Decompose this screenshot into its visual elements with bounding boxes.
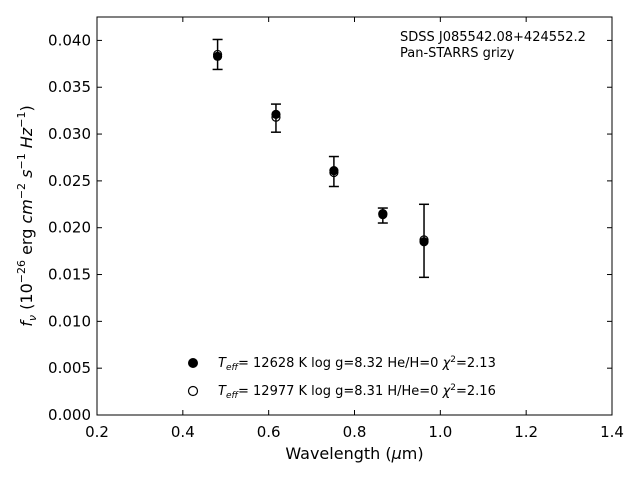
legend-marker-open <box>187 385 199 397</box>
x-tick-label: 1.2 <box>514 423 538 441</box>
legend: Teff= 12628 K log g=8.32 He/H=0 χ2=2.13 … <box>187 355 496 401</box>
model-point-open <box>329 167 339 178</box>
x-tick-label: 0.6 <box>257 423 281 441</box>
y-tick-label: 0.040 <box>48 31 91 49</box>
y-tick-label: 0.025 <box>48 172 91 190</box>
x-tick-label: 0.2 <box>85 423 109 441</box>
model-point-open <box>271 112 281 122</box>
y-tick-label: 0.020 <box>48 219 91 237</box>
legend-label-open: Teff= 12977 K log g=8.31 H/He=0 χ2=2.16 <box>218 383 496 401</box>
y-tick-label: 0.035 <box>48 78 91 96</box>
x-tick-label: 1.4 <box>600 423 624 441</box>
legend-marker-filled <box>188 358 198 368</box>
x-axis: 0.2 0.4 0.6 0.8 1.0 1.2 1.4 <box>85 17 624 441</box>
y-axis: 0.000 0.005 0.010 0.015 0.020 0.025 0.030 0.035… <box>48 31 612 424</box>
y-tick-label: 0.030 <box>48 125 91 143</box>
x-axis-title: Wavelength (μm) <box>285 444 423 463</box>
y-axis-title: fν (10−26 erg cm−2 s−1 Hz−1) <box>15 105 39 326</box>
y-tick-label: 0.005 <box>48 359 91 377</box>
model-point-open <box>212 49 223 60</box>
x-tick-label: 0.4 <box>171 423 195 441</box>
model-point-filled <box>212 51 223 61</box>
model-point-filled <box>271 109 281 119</box>
y-tick-label: 0.000 <box>48 406 91 424</box>
model-point-filled <box>419 237 429 247</box>
model-point-filled <box>329 165 339 176</box>
plot-layer <box>212 38 430 279</box>
y-tick-label: 0.015 <box>48 266 91 284</box>
model-point-open <box>419 235 429 245</box>
model-point-open <box>378 209 388 219</box>
survey-annotation: Pan-STARRS grizy <box>400 46 515 61</box>
x-tick-label: 0.8 <box>343 423 367 441</box>
legend-label-filled: Teff= 12628 K log g=8.32 He/H=0 χ2=2.13 <box>218 355 496 373</box>
object-name-annotation: SDSS J085542.08+424552.2 <box>400 30 586 45</box>
x-tick-label: 1.0 <box>428 423 452 441</box>
y-tick-label: 0.010 <box>48 312 91 330</box>
